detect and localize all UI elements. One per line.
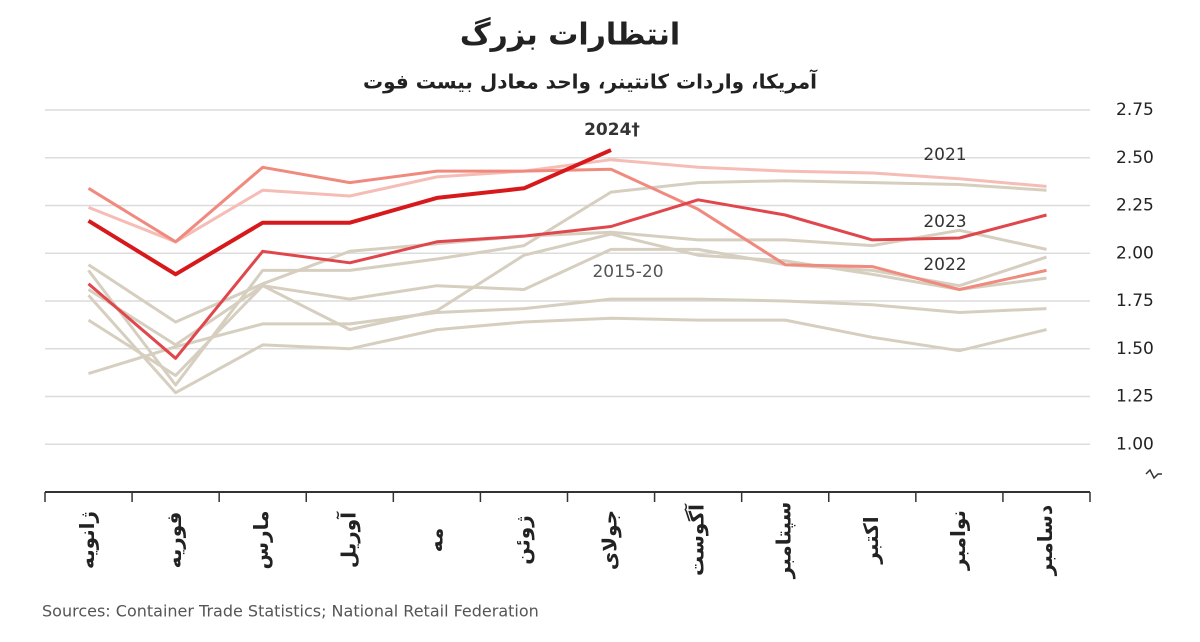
x-tick-label: فوریه — [162, 512, 186, 569]
axis-break — [1145, 468, 1162, 480]
background-line — [87, 247, 1047, 347]
x-tick-label: مارس — [249, 510, 273, 569]
series-label: 2022 — [923, 255, 966, 275]
x-tick-label: آوریل — [335, 511, 360, 568]
series-label: 2023 — [923, 212, 966, 232]
y-tick-label: 2.00 — [1116, 243, 1154, 263]
series-label: 2024† — [584, 120, 640, 140]
x-tick-label: اکتبر — [859, 516, 883, 564]
background-line — [87, 294, 1047, 395]
series-line — [87, 148, 612, 277]
x-tick-label: نوامبر — [946, 510, 970, 571]
series-label: 2021 — [923, 145, 966, 165]
source: Sources: Container Trade Statistics; Nat… — [42, 602, 539, 621]
series-label: 2015-20 — [592, 262, 663, 282]
x-tick-label: سپتامبر — [772, 502, 797, 580]
y-tick-label: 2.75 — [1116, 100, 1154, 120]
x-tick-label: دسامبر — [1033, 505, 1057, 576]
background-line — [88, 297, 1047, 376]
series-line — [87, 158, 1047, 244]
y-tick-label: 1.75 — [1116, 291, 1154, 311]
x-tick-label: مه — [423, 528, 447, 553]
y-tick-label: 1.00 — [1116, 434, 1154, 454]
chart-title: انتظارات بزرگ — [460, 17, 680, 53]
y-tick-label: 2.25 — [1116, 196, 1154, 216]
y-tick-label: 1.25 — [1116, 387, 1154, 407]
series-line — [87, 165, 1047, 291]
background-line — [87, 179, 1047, 387]
y-tick-label: 1.50 — [1116, 339, 1154, 359]
x-tick-label: جولای — [598, 510, 622, 570]
background-line — [87, 232, 1047, 377]
x-tick-label: ژوئن — [510, 515, 534, 564]
y-tick-label: 2.50 — [1116, 148, 1154, 168]
x-tick-label: ژانویه — [75, 511, 99, 569]
chart-subtitle: آمریکا، واردات کانتینر، واحد معادل بیست … — [363, 69, 818, 94]
x-tick-label: آگوست — [684, 503, 709, 576]
series-line — [87, 198, 1047, 360]
